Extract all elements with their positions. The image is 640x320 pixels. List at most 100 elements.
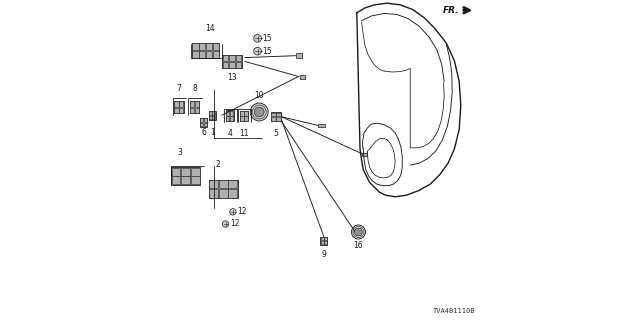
Bar [223,62,228,68]
Text: 5: 5 [273,129,278,138]
Bar [199,51,205,58]
Circle shape [355,228,362,236]
Bar [209,111,212,115]
Bar [204,123,207,126]
Text: 14: 14 [205,24,214,33]
Bar [209,111,216,120]
Bar [321,241,323,244]
Bar [172,176,180,184]
Text: 2: 2 [216,160,221,169]
Bar [200,123,204,126]
Bar [174,101,184,113]
Bar [271,113,275,116]
Text: 16: 16 [353,241,364,250]
Bar [223,55,242,68]
Bar [212,116,215,119]
Circle shape [351,225,365,239]
Circle shape [230,209,236,215]
Bar [276,117,280,121]
Bar [321,236,328,244]
Bar [181,168,190,176]
Bar [200,118,207,127]
Bar [230,110,234,116]
Bar [204,118,207,122]
Circle shape [223,221,229,227]
Bar [172,167,200,185]
Bar [300,75,305,79]
Bar [324,241,327,244]
Text: 12: 12 [237,207,247,216]
Bar [228,189,237,198]
Bar [209,180,218,188]
Circle shape [250,103,268,121]
Bar [241,116,244,121]
Bar [181,176,190,184]
Bar [209,180,238,198]
Bar [206,51,212,58]
Bar [318,124,325,127]
Bar [321,237,323,240]
Bar [191,176,200,184]
Bar [240,111,248,121]
Circle shape [254,35,262,42]
Text: 7: 7 [177,84,181,93]
Bar [228,180,237,188]
Bar [236,62,241,68]
Bar [213,51,219,58]
Bar [241,111,244,116]
Bar [244,111,248,116]
Text: 10: 10 [254,91,264,100]
Bar [219,180,228,188]
Bar [226,110,234,121]
Text: 13: 13 [227,73,237,82]
Bar [229,55,235,61]
Bar [244,116,248,121]
Bar [191,168,200,176]
Text: 3: 3 [178,148,182,157]
Text: FR.: FR. [443,6,460,15]
Bar [324,237,327,240]
Bar [362,153,367,156]
Bar [200,118,204,122]
Bar [229,62,235,68]
Circle shape [254,107,264,117]
Bar [209,189,218,198]
Bar [206,43,212,50]
Bar [213,43,219,50]
Bar [193,43,198,50]
Text: 8: 8 [192,84,197,93]
Text: TVA4B1110B: TVA4B1110B [433,308,475,314]
Bar [172,168,180,176]
Bar [209,116,212,119]
Bar [236,55,241,61]
Text: 12: 12 [230,220,239,228]
Bar [189,101,200,113]
Bar [219,189,228,198]
Text: 15: 15 [262,47,271,56]
Bar [190,108,195,113]
Bar [195,101,199,107]
Bar [296,53,302,58]
Bar [193,51,198,58]
Bar [271,117,275,121]
Bar [276,113,280,116]
Bar [174,108,179,113]
Bar [199,43,205,50]
Bar [223,55,228,61]
Bar [195,108,199,113]
Bar [192,43,220,58]
Text: 15: 15 [262,34,271,43]
Bar [179,101,183,107]
Text: 4: 4 [227,129,232,138]
Bar [230,116,234,121]
Text: 11: 11 [239,129,249,138]
Circle shape [254,47,262,55]
Bar [226,110,230,116]
Text: 9: 9 [321,250,326,259]
Bar [174,101,179,107]
Text: 6: 6 [201,128,206,137]
Bar [179,108,183,113]
Bar [271,112,281,121]
Bar [190,101,195,107]
Text: 1: 1 [210,128,214,137]
